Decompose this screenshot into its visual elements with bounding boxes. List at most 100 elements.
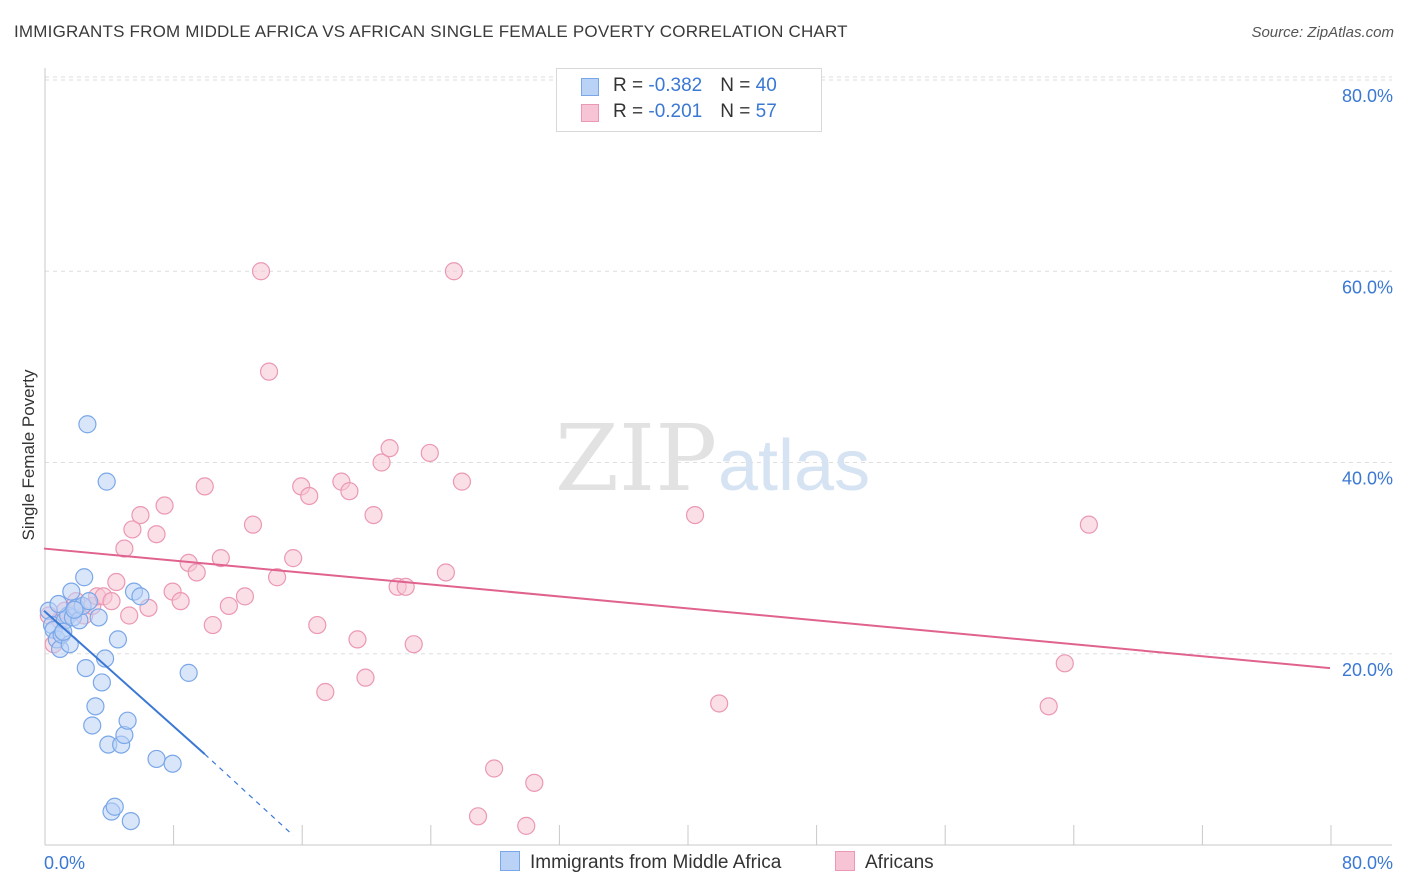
chart-title: IMMIGRANTS FROM MIDDLE AFRICA VS AFRICAN… xyxy=(14,22,848,41)
legend-r-value: -0.201 xyxy=(648,101,703,122)
point-africans xyxy=(211,549,230,568)
point-africans xyxy=(131,505,150,525)
point-africans xyxy=(525,773,544,792)
point-africans xyxy=(444,262,464,281)
x-tick-label: 80.0% xyxy=(1342,853,1393,873)
bottom-legend-africans: Africans xyxy=(835,851,934,874)
point-africans xyxy=(485,759,504,778)
point-immigrants xyxy=(62,582,81,601)
point-africans xyxy=(380,439,399,458)
point-immigrants xyxy=(86,697,105,716)
point-immigrants xyxy=(54,622,73,641)
point-africans xyxy=(685,505,705,525)
point-africans xyxy=(436,563,455,582)
legend-r-value: -0.382 xyxy=(648,75,703,96)
legend-n-value: 57 xyxy=(755,101,777,122)
point-africans xyxy=(259,362,279,381)
point-immigrants xyxy=(89,608,108,627)
point-africans xyxy=(120,606,139,625)
point-immigrants xyxy=(78,415,97,434)
point-africans xyxy=(308,615,327,635)
bottom-legend-swatch-pink xyxy=(835,851,855,871)
legend-r-label: R = xyxy=(613,75,649,96)
point-immigrants xyxy=(83,716,102,735)
point-africans xyxy=(203,615,222,635)
bottom-legend-label-immigrants: Immigrants from Middle Africa xyxy=(530,852,782,873)
watermark: ZIP atlas xyxy=(555,405,870,512)
point-immigrants xyxy=(105,797,124,816)
x-tick-label: 0.0% xyxy=(44,853,85,873)
point-africans xyxy=(300,486,319,506)
trend-line-immigrants-extension xyxy=(204,753,294,836)
legend-n-value: 40 xyxy=(755,75,777,96)
point-africans xyxy=(171,592,190,611)
point-africans xyxy=(251,262,271,281)
point-africans xyxy=(316,682,335,702)
point-africans xyxy=(364,505,383,525)
point-africans xyxy=(468,807,488,826)
series-immigrants-middle-africa xyxy=(39,415,198,831)
stats-legend: R = -0.382 N = 40 R = -0.201 N = 57 xyxy=(556,68,822,132)
point-africans xyxy=(404,635,423,654)
point-immigrants xyxy=(121,811,140,831)
point-africans xyxy=(155,496,174,515)
legend-swatch-pink xyxy=(581,104,599,122)
point-immigrants xyxy=(76,658,95,678)
chart-source: Source: ZipAtlas.com xyxy=(1251,24,1394,41)
legend-n-label: N = xyxy=(720,75,756,96)
point-africans xyxy=(219,596,238,616)
bottom-legend-immigrants: Immigrants from Middle Africa xyxy=(500,851,781,874)
point-immigrants xyxy=(97,472,116,491)
legend-n-label: N = xyxy=(720,101,756,122)
point-africans xyxy=(147,525,166,544)
bottom-legend-label-africans: Africans xyxy=(865,852,934,873)
point-africans xyxy=(1039,697,1058,716)
legend-swatch-blue xyxy=(581,78,599,96)
point-africans xyxy=(356,668,375,687)
point-immigrants xyxy=(163,754,182,773)
tick-labels: 20.0% 40.0% 60.0% 80.0% 0.0% 80.0% xyxy=(44,86,1393,873)
point-africans xyxy=(340,482,359,501)
point-africans xyxy=(187,563,206,582)
point-africans xyxy=(284,549,303,568)
point-immigrants xyxy=(65,600,84,619)
axes xyxy=(44,68,1392,846)
legend-r-label: R = xyxy=(613,101,649,122)
point-africans xyxy=(452,472,472,491)
point-immigrants xyxy=(92,673,111,692)
y-tick-label: 20.0% xyxy=(1342,660,1393,680)
point-africans xyxy=(420,443,439,463)
point-immigrants xyxy=(147,749,166,769)
point-africans xyxy=(267,568,287,587)
point-immigrants xyxy=(108,630,128,649)
point-africans xyxy=(102,592,121,611)
point-africans xyxy=(195,477,214,496)
point-immigrants xyxy=(118,711,137,730)
point-africans xyxy=(1055,654,1074,673)
y-axis-label: Single Female Poverty xyxy=(19,369,38,541)
point-africans xyxy=(107,572,126,592)
watermark-zip: ZIP xyxy=(555,405,717,512)
trend-line-africans xyxy=(43,547,1331,670)
point-immigrants xyxy=(131,587,150,606)
point-africans xyxy=(123,520,142,539)
point-immigrants xyxy=(49,594,68,614)
point-africans xyxy=(243,515,263,534)
trend-lines xyxy=(43,547,1331,836)
point-immigrants xyxy=(179,663,198,682)
watermark-atlas: atlas xyxy=(718,426,870,506)
point-africans xyxy=(710,694,729,713)
point-immigrants xyxy=(75,568,94,587)
bottom-legend-swatch-blue xyxy=(500,851,520,871)
point-africans xyxy=(372,453,391,472)
trend-line-immigrants xyxy=(43,609,206,755)
point-africans xyxy=(1079,515,1098,534)
point-africans xyxy=(348,630,367,649)
point-africans xyxy=(115,539,134,558)
point-africans xyxy=(517,816,536,835)
y-tick-label: 40.0% xyxy=(1342,469,1393,489)
point-africans xyxy=(235,587,255,606)
y-tick-label: 60.0% xyxy=(1342,277,1393,297)
point-immigrants xyxy=(79,592,99,611)
